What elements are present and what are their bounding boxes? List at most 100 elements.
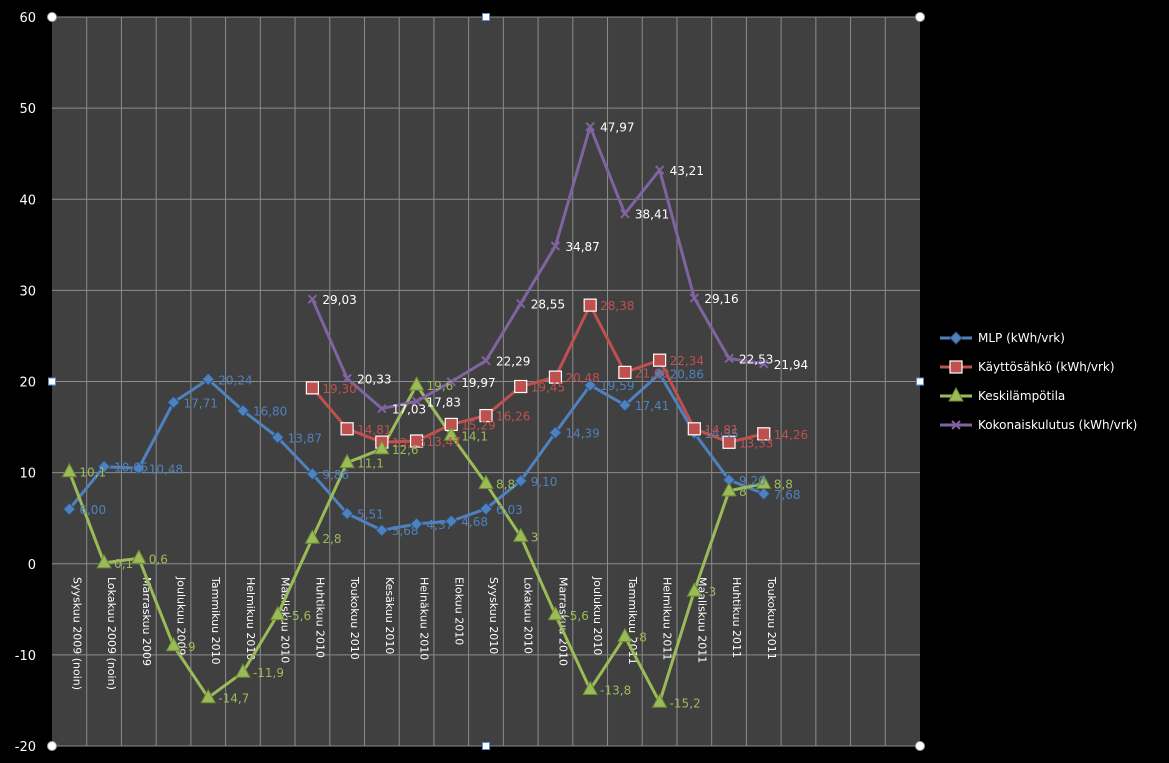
data-point-marker	[652, 366, 667, 381]
data-point-marker	[689, 293, 700, 303]
data-point-marker	[61, 462, 78, 478]
data-label: 12,6	[392, 443, 419, 457]
data-label: 16,80	[253, 405, 287, 419]
data-point-marker	[583, 298, 597, 312]
data-label: 38,41	[635, 208, 669, 222]
resize-handle[interactable]	[47, 12, 57, 22]
data-point-marker	[514, 474, 528, 488]
x-tick-label: Joulukuu 2010	[591, 576, 604, 655]
data-point-marker	[512, 527, 529, 542]
data-label: 8,8	[774, 478, 793, 492]
y-tick-label: 20	[19, 376, 36, 391]
legend-label: Käyttösähkö (kWh/vrk)	[978, 360, 1115, 374]
legend-label: Keskilämpötila	[978, 389, 1065, 403]
data-point-marker	[585, 121, 595, 132]
data-label: 13,47	[427, 435, 461, 449]
resize-handle[interactable]	[915, 12, 925, 22]
y-tick-label: 60	[19, 11, 36, 26]
data-point-marker	[481, 355, 491, 366]
data-label: 10,65	[114, 461, 148, 475]
data-point-marker	[949, 360, 963, 374]
y-axis: -20 -10 0 10 20 30 40 50 60	[15, 11, 36, 755]
data-point-marker	[757, 427, 771, 441]
data-point-marker	[132, 461, 146, 475]
legend: MLP (kWh/vrk) Käyttösähkö (kWh/vrk) Keskil…	[940, 331, 1137, 432]
data-label: 8	[739, 485, 747, 499]
x-tick-label: Toukokuu 2010	[348, 576, 361, 660]
x-marker-stroke	[550, 241, 561, 251]
data-label: 14,81	[357, 423, 391, 437]
data-point-marker	[62, 502, 77, 516]
y-tick-label: 0	[28, 558, 36, 573]
data-label: -11,9	[253, 666, 284, 680]
resize-handle[interactable]	[482, 13, 490, 21]
data-label: 22,29	[496, 355, 530, 369]
data-label: 3	[531, 530, 539, 544]
data-point-marker	[651, 693, 668, 708]
x-marker-stroke	[516, 298, 526, 309]
data-point-marker	[96, 553, 112, 569]
x-marker-stroke	[759, 359, 769, 369]
data-label: 10,48	[149, 462, 183, 476]
data-label: 19,45	[531, 381, 565, 395]
resize-handle[interactable]	[916, 377, 924, 386]
data-label: -9	[184, 640, 196, 654]
data-label: -5,6	[288, 609, 311, 623]
x-tick-label: Huhtikuu 2010	[313, 577, 326, 658]
resize-handle[interactable]	[482, 742, 490, 750]
x-marker-stroke	[585, 121, 595, 132]
data-label: 14,1	[461, 429, 488, 443]
data-point-marker	[305, 381, 319, 395]
data-point-marker	[166, 395, 181, 410]
data-label: 21,00	[635, 366, 669, 380]
x-tick-label: Marraskuu 2009	[140, 577, 153, 666]
data-point-marker	[516, 298, 526, 309]
data-label: 20,33	[357, 372, 391, 386]
data-label: 28,55	[531, 298, 565, 312]
resize-handle[interactable]	[47, 741, 57, 751]
data-point-marker	[582, 680, 598, 696]
y-tick-label: -10	[15, 649, 36, 664]
y-tick-label: -20	[15, 740, 36, 755]
data-point-marker	[443, 426, 460, 441]
legend-item: Keskilämpötila	[940, 386, 1065, 403]
x-marker-stroke	[342, 373, 352, 384]
resize-handle[interactable]	[48, 377, 56, 386]
data-point-marker	[617, 627, 633, 643]
data-point-marker	[547, 605, 564, 621]
legend-label: MLP (kWh/vrk)	[978, 331, 1065, 345]
data-point-marker	[411, 396, 422, 406]
data-label: 14,35	[704, 427, 738, 441]
data-label: 9,20	[739, 474, 766, 488]
x-marker-stroke	[377, 403, 387, 414]
x-tick-label: Kesäkuu 2010	[383, 577, 396, 654]
data-point-marker	[409, 434, 424, 448]
data-point-marker	[200, 688, 217, 704]
data-label: 19,59	[600, 379, 634, 393]
data-point-marker	[583, 378, 597, 392]
series-line-3	[311, 125, 764, 411]
data-label: 11,1	[357, 457, 384, 471]
x-marker-stroke	[307, 294, 318, 304]
y-tick-label: 40	[19, 193, 36, 208]
data-label: 19,6	[427, 379, 454, 393]
resize-handle[interactable]	[915, 741, 925, 751]
data-label: 13,35	[392, 436, 426, 450]
data-point-marker	[269, 605, 286, 621]
selection-handles[interactable]	[47, 12, 925, 751]
data-label: 0,1	[114, 557, 133, 571]
data-point-marker	[757, 487, 771, 501]
data-label: 15,29	[461, 418, 495, 432]
data-label: 9,86	[322, 468, 349, 482]
data-point-marker	[479, 502, 493, 516]
data-label: 17,41	[635, 399, 669, 413]
y-tick-label: 30	[19, 284, 36, 299]
x-tick-label: Lokakuu 2010	[522, 577, 535, 654]
data-point-marker	[654, 165, 665, 175]
data-label: 20,24	[218, 373, 252, 387]
data-point-marker	[340, 506, 354, 521]
data-point-marker	[377, 403, 387, 414]
data-point-marker	[446, 377, 456, 387]
